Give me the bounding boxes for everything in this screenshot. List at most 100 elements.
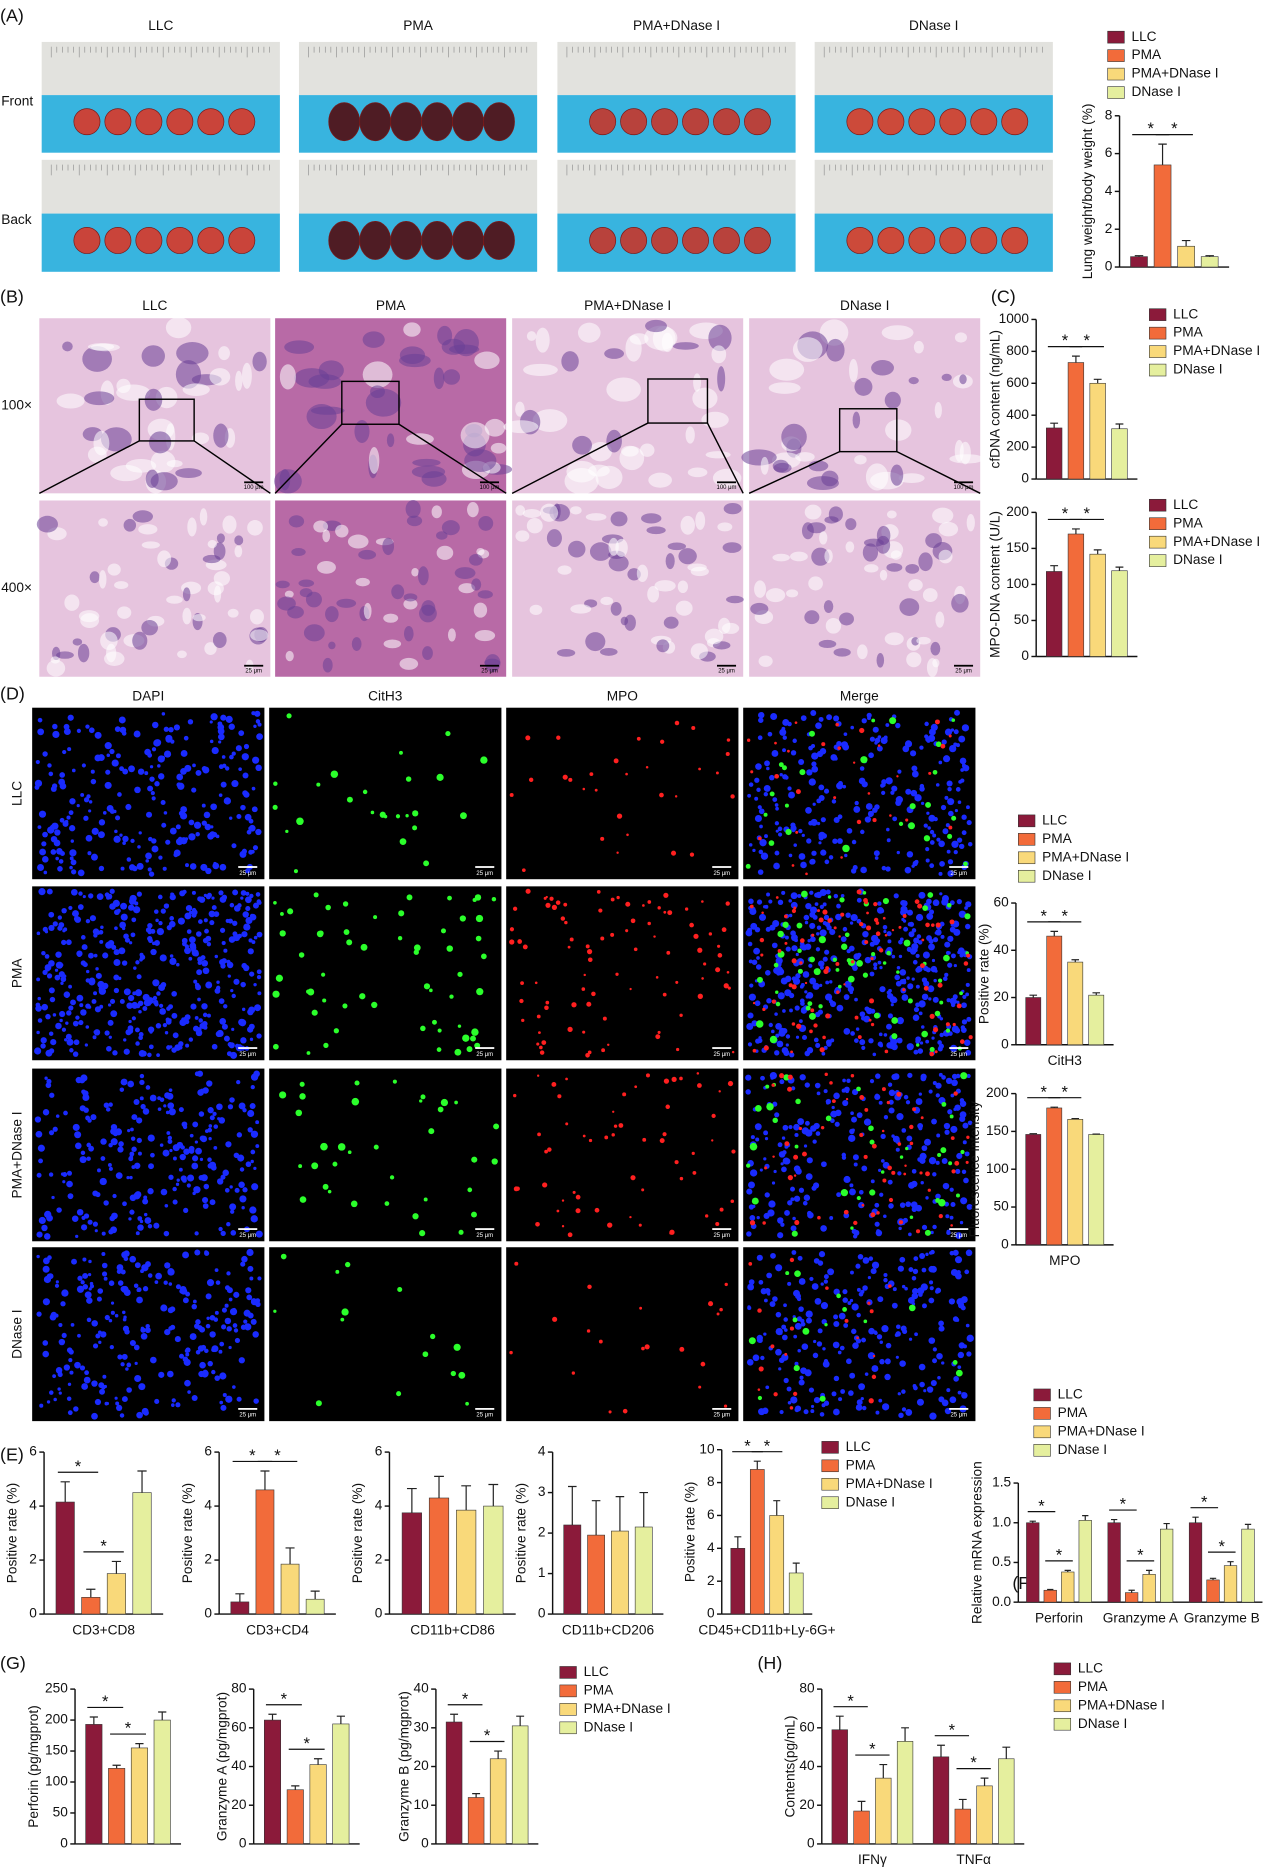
tissue-cluster — [117, 606, 132, 619]
fluorescence-image — [32, 1068, 265, 1242]
cell-signal — [583, 973, 586, 977]
cell-signal — [949, 919, 955, 925]
cell-signal — [172, 1186, 177, 1192]
scale-bar-label: 25 μm — [245, 668, 262, 674]
bar — [611, 1530, 629, 1615]
cell-signal — [159, 1143, 164, 1147]
cell-signal — [165, 839, 171, 845]
cell-signal — [613, 1124, 618, 1128]
cell-signal — [937, 1152, 942, 1158]
cell-signal — [175, 1402, 181, 1408]
cell-signal — [238, 767, 242, 771]
tissue-cluster — [471, 578, 482, 591]
cell-signal — [127, 1080, 135, 1088]
scale-bar — [712, 1408, 732, 1410]
cell-signal — [128, 1019, 132, 1024]
cell-signal — [169, 1306, 176, 1313]
y-tick-label: 600 — [1006, 375, 1029, 390]
cell-signal — [788, 899, 792, 903]
cell-signal — [102, 952, 109, 959]
cell-signal — [759, 839, 767, 847]
error-bar — [285, 1547, 295, 1565]
cell-signal — [838, 1397, 843, 1402]
cell-signal — [206, 1316, 210, 1320]
cell-signal — [930, 1230, 934, 1235]
cell-signal — [193, 979, 198, 984]
cell-signal — [220, 1404, 227, 1411]
error-bar — [1050, 422, 1059, 428]
cell-signal — [855, 1338, 862, 1344]
cell-signal — [551, 904, 558, 910]
cell-signal — [323, 1042, 329, 1049]
cell-signal — [966, 1135, 970, 1139]
bar — [456, 1509, 477, 1615]
cell-signal — [903, 926, 909, 932]
cell-signal — [186, 1183, 191, 1188]
bar — [853, 1810, 870, 1845]
cell-signal — [254, 1004, 262, 1012]
cell-signal — [69, 1048, 74, 1053]
cell-signal — [819, 983, 823, 987]
cell-signal — [316, 782, 321, 787]
cell-signal — [730, 794, 735, 799]
cell-signal — [914, 794, 922, 802]
tissue-cluster — [566, 460, 597, 483]
y-tick-label: 6 — [204, 1444, 212, 1459]
cell-signal — [299, 1093, 306, 1100]
cell-signal — [163, 811, 168, 815]
y-tick-label: 0 — [1021, 471, 1029, 486]
cell-signal — [47, 1273, 54, 1280]
tissue-cluster — [615, 538, 628, 557]
cell-signal — [249, 1103, 256, 1110]
cell-signal — [814, 1298, 822, 1305]
y-tick-label: 80 — [799, 1681, 815, 1696]
tissue-cluster — [804, 610, 820, 625]
cell-signal — [131, 1146, 137, 1152]
cell-signal — [805, 1310, 813, 1318]
cell-signal — [822, 909, 828, 915]
cell-signal — [80, 935, 86, 940]
cell-signal — [91, 1412, 98, 1420]
cell-signal — [953, 729, 959, 735]
cell-signal — [229, 816, 233, 820]
legend-swatch — [1053, 1699, 1072, 1713]
cell-signal — [158, 920, 163, 926]
cell-signal — [692, 1171, 697, 1175]
cell-signal — [752, 1048, 757, 1053]
cell-signal — [763, 1157, 767, 1161]
bar — [1046, 571, 1063, 657]
cell-signal — [168, 1088, 173, 1092]
cell-signal — [211, 1043, 218, 1050]
cell-signal — [854, 1015, 859, 1020]
cell-signal — [242, 911, 249, 918]
cell-signal — [247, 1312, 254, 1319]
cell-signal — [147, 1273, 153, 1278]
error-bar — [310, 1590, 320, 1600]
cell-signal — [784, 935, 789, 940]
cell-signal — [882, 1178, 887, 1183]
cell-signal — [825, 1286, 829, 1290]
tissue-cluster — [403, 598, 418, 610]
cell-signal — [128, 1217, 132, 1221]
cell-signal — [804, 1120, 810, 1126]
cell-signal — [43, 1233, 51, 1240]
cell-signal — [106, 1045, 112, 1052]
cell-signal — [886, 931, 892, 937]
cell-signal — [860, 756, 868, 764]
lung — [359, 221, 392, 260]
column-label: CitH3 — [368, 689, 403, 704]
cell-signal — [957, 1365, 962, 1370]
tissue-cluster — [46, 659, 66, 677]
cell-signal — [791, 984, 797, 990]
cell-signal — [145, 859, 149, 863]
cell-signal — [113, 987, 120, 994]
cell-signal — [46, 1400, 51, 1404]
cell-signal — [816, 1341, 823, 1347]
cell-signal — [98, 1330, 102, 1335]
cell-signal — [74, 1361, 81, 1369]
scale-bar — [716, 481, 737, 484]
row-label: DNase I — [9, 1309, 24, 1358]
cell-signal — [926, 811, 930, 815]
cell-signal — [86, 794, 91, 799]
cell-signal — [306, 1051, 311, 1055]
